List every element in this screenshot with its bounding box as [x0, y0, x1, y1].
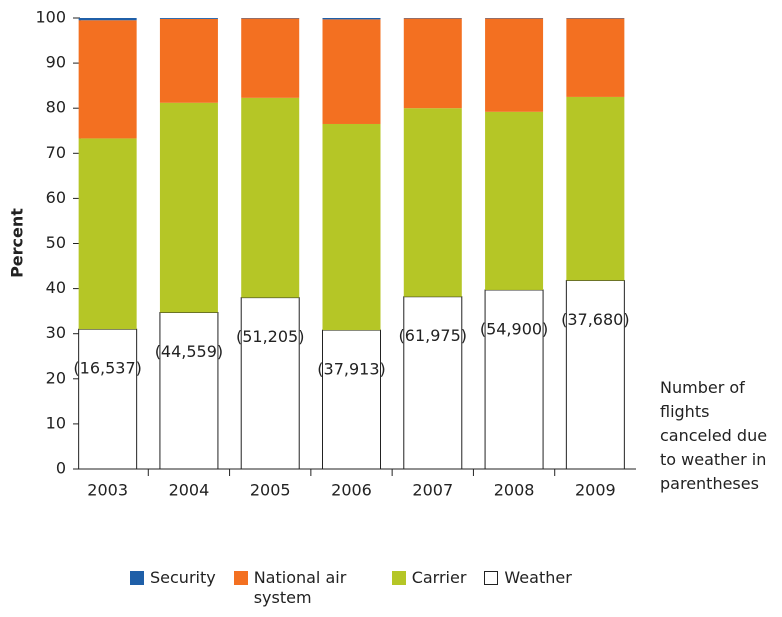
- bar-segment: [78, 328, 138, 470]
- legend-label: National air system: [253, 568, 347, 607]
- y-tick-label: 70: [46, 143, 66, 162]
- bar-segment: [78, 20, 137, 139]
- legend-label: Security: [150, 568, 216, 587]
- legend-item: Weather: [484, 568, 572, 608]
- bar-segment: [159, 102, 218, 313]
- bar-segment: [322, 19, 381, 124]
- y-tick-label: 10: [46, 413, 66, 432]
- bar-segment: [403, 18, 462, 109]
- bar-segment: [403, 296, 463, 470]
- bar-segment: [240, 297, 300, 470]
- bar-segment: [159, 18, 218, 19]
- bar-segment: [566, 96, 625, 281]
- bar-segment: [484, 289, 544, 470]
- bar-segment: [159, 18, 218, 103]
- legend-label: Carrier: [411, 568, 467, 587]
- x-tick-label: 2005: [250, 481, 291, 500]
- y-tick-label: 80: [46, 98, 66, 117]
- annotation: (61,975): [399, 326, 467, 345]
- y-tick-label: 60: [46, 188, 66, 207]
- bar-segment: [78, 18, 137, 21]
- legend-swatch: [484, 571, 499, 585]
- y-tick-label: 40: [46, 278, 66, 297]
- annotation: (16,537): [73, 359, 141, 378]
- bar-segment: [322, 329, 381, 470]
- legend-item: Security: [130, 568, 216, 608]
- annotation: (37,680): [561, 310, 629, 329]
- x-tick-label: 2009: [575, 481, 616, 500]
- x-tick-label: 2007: [412, 481, 453, 500]
- y-tick-label: 30: [46, 323, 66, 342]
- bar-segment: [403, 108, 462, 297]
- bar-segment: [485, 111, 544, 290]
- bar-segment: [566, 18, 625, 97]
- x-tick-label: 2008: [494, 481, 535, 500]
- annotation: (51,205): [236, 327, 304, 346]
- legend: Security National air system Carrier Weathe…: [130, 568, 572, 608]
- annotation: (44,559): [155, 342, 223, 361]
- bar-segment: [322, 123, 381, 331]
- x-tick-label: 2006: [331, 481, 372, 500]
- bar-segment: [241, 18, 300, 98]
- y-tick-label: 90: [46, 53, 66, 72]
- note-line: Number of: [660, 378, 745, 397]
- bar-segment: [485, 18, 544, 112]
- legend-label: Weather: [504, 568, 572, 587]
- bar-segment: [241, 97, 300, 298]
- x-tick-label: 2004: [169, 481, 210, 500]
- x-tick-label: 2003: [87, 481, 128, 500]
- annotation: (37,913): [317, 360, 385, 379]
- legend-swatch: [130, 571, 144, 585]
- y-tick-label: 20: [46, 368, 66, 387]
- legend-item: Carrier: [391, 568, 467, 608]
- y-tick-label: 50: [46, 233, 66, 252]
- y-tick-label: 100: [35, 8, 66, 27]
- y-tick-label: 0: [56, 459, 66, 478]
- bar-segment: [159, 312, 219, 470]
- y-axis-label: Percent: [8, 208, 27, 278]
- legend-item: National air system: [233, 568, 374, 608]
- legend-swatch: [233, 571, 248, 585]
- legend-swatch: [391, 571, 406, 585]
- note-line: parentheses: [660, 474, 759, 493]
- note-line: to weather in: [660, 450, 767, 469]
- bar-segment: [78, 138, 137, 330]
- bar-segment: [565, 279, 625, 470]
- annotation: (54,900): [480, 319, 548, 338]
- note-line: canceled due: [660, 426, 768, 445]
- bar-segment: [322, 18, 381, 20]
- note: Number of flights canceled due to weather i…: [660, 376, 767, 496]
- note-line: flights: [660, 402, 710, 421]
